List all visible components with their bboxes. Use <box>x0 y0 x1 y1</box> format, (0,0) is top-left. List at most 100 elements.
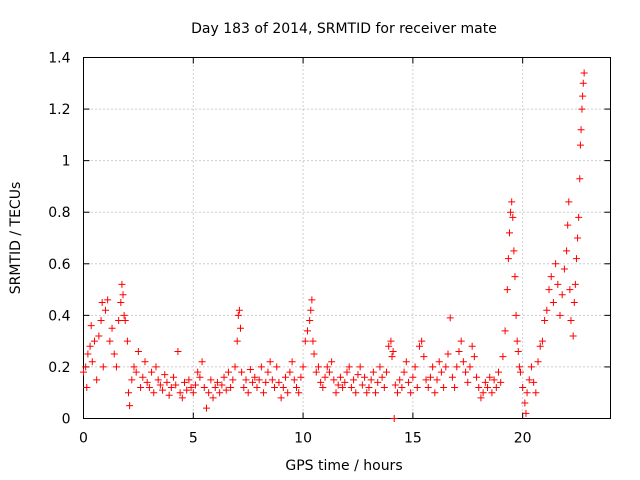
data-point <box>118 280 126 288</box>
data-point <box>575 213 583 221</box>
data-point <box>128 376 136 384</box>
data-point <box>473 373 481 381</box>
data-point <box>519 384 527 392</box>
data-point <box>558 291 566 299</box>
data-point <box>383 368 391 376</box>
data-point <box>183 386 191 394</box>
data-point <box>205 389 213 397</box>
data-point <box>130 363 138 371</box>
data-point <box>288 358 296 366</box>
data-point <box>211 384 219 392</box>
data-point <box>307 306 315 314</box>
data-point <box>273 363 281 371</box>
data-point <box>143 378 151 386</box>
data-point <box>172 381 180 389</box>
data-point <box>516 368 524 376</box>
data-point <box>189 389 197 397</box>
data-point <box>339 384 347 392</box>
data-point <box>515 363 523 371</box>
data-point <box>299 363 307 371</box>
data-point <box>352 389 360 397</box>
data-point <box>200 384 208 392</box>
data-point <box>303 327 311 335</box>
data-point <box>163 378 171 386</box>
data-point <box>260 389 268 397</box>
plot-frame <box>83 57 611 419</box>
data-point <box>356 363 364 371</box>
data-point <box>521 399 529 407</box>
data-point <box>509 213 517 221</box>
data-point <box>82 363 90 371</box>
data-point <box>503 286 511 294</box>
data-point <box>372 389 380 397</box>
data-point <box>249 378 257 386</box>
data-point <box>301 337 309 345</box>
data-point <box>361 373 369 381</box>
x-tick-label: 20 <box>514 431 532 447</box>
data-point <box>380 384 388 392</box>
data-point <box>213 378 221 386</box>
data-point <box>106 337 114 345</box>
data-point <box>522 409 530 417</box>
data-point <box>308 296 316 304</box>
data-point <box>435 358 443 366</box>
data-point <box>470 353 478 361</box>
data-point <box>244 389 252 397</box>
data-point <box>282 373 290 381</box>
data-point <box>290 376 298 384</box>
data-point <box>457 337 465 345</box>
data-point <box>388 353 396 361</box>
data-point <box>495 368 503 376</box>
data-point <box>336 373 344 381</box>
data-point <box>579 79 587 87</box>
data-point <box>418 337 426 345</box>
data-point <box>510 247 518 255</box>
y-tick-label: 0.2 <box>48 360 70 376</box>
data-point <box>378 373 386 381</box>
data-point <box>552 260 560 268</box>
data-point <box>343 368 351 376</box>
data-point <box>437 368 445 376</box>
data-point <box>429 363 437 371</box>
data-point <box>229 376 237 384</box>
data-point <box>363 389 371 397</box>
data-point <box>87 322 95 330</box>
data-point <box>580 69 588 77</box>
data-point <box>475 384 483 392</box>
data-point <box>396 376 404 384</box>
data-point <box>402 358 410 366</box>
data-point <box>505 229 513 237</box>
data-point <box>306 317 314 325</box>
data-point <box>564 221 572 229</box>
y-tick-label: 1 <box>62 154 71 170</box>
data-point <box>93 376 101 384</box>
data-point <box>121 317 129 325</box>
data-point <box>578 105 586 113</box>
data-point <box>536 342 544 350</box>
data-point <box>507 208 515 216</box>
data-point <box>576 175 584 183</box>
data-point <box>295 389 303 397</box>
data-point <box>86 342 94 350</box>
data-point <box>538 337 546 345</box>
data-point <box>411 363 419 371</box>
data-point <box>207 376 215 384</box>
data-point <box>486 373 494 381</box>
data-point <box>325 368 333 376</box>
data-point <box>167 384 175 392</box>
data-point <box>198 358 206 366</box>
data-point <box>194 368 202 376</box>
data-point <box>572 255 580 263</box>
data-point <box>323 363 331 371</box>
data-point <box>560 265 568 273</box>
data-point <box>328 358 336 366</box>
data-point <box>178 394 186 402</box>
x-tick-label: 5 <box>189 431 198 447</box>
data-point <box>279 384 287 392</box>
data-point <box>275 378 283 386</box>
data-point <box>181 378 189 386</box>
data-point <box>314 363 322 371</box>
data-point <box>110 350 118 358</box>
data-point <box>132 368 140 376</box>
